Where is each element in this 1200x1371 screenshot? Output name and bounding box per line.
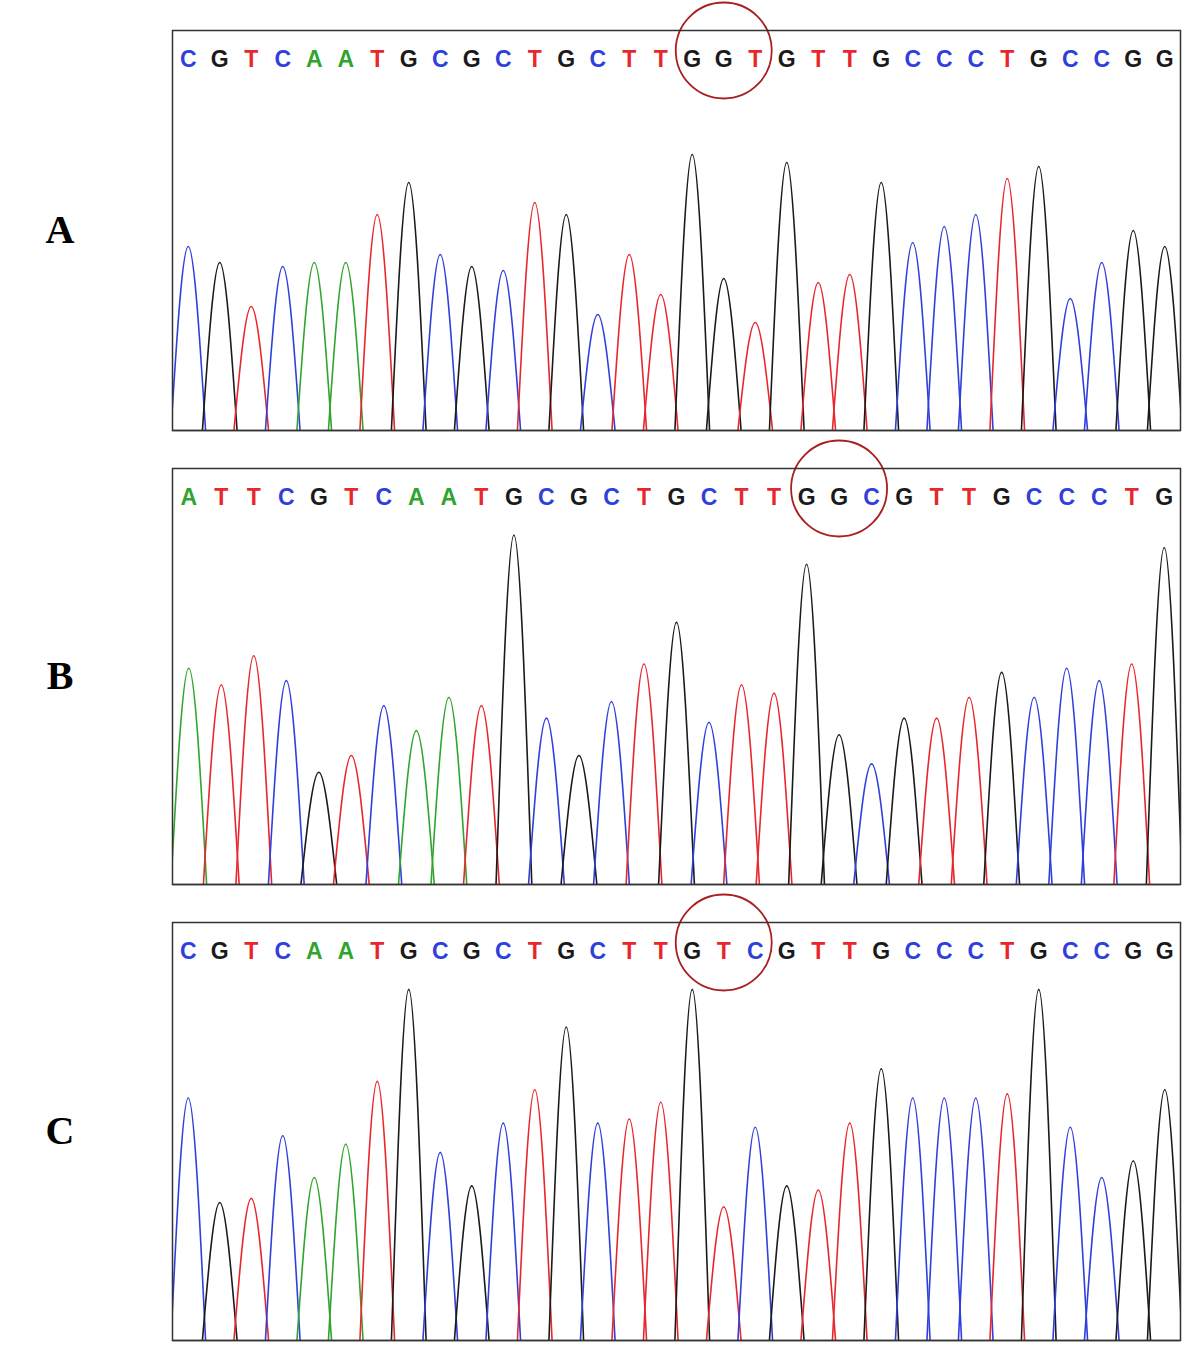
svg-text:C: C [495,938,512,964]
svg-text:T: T [654,938,668,964]
svg-text:C: C [432,938,449,964]
svg-text:T: T [767,484,781,510]
svg-text:G: G [1155,484,1173,510]
svg-text:C: C [376,484,393,510]
svg-text:T: T [930,484,944,510]
svg-text:G: G [1030,46,1048,72]
svg-text:C: C [538,484,555,510]
svg-text:C: C [1093,938,1110,964]
svg-text:A: A [180,484,197,510]
svg-text:T: T [717,938,731,964]
svg-text:G: G [895,484,913,510]
svg-text:C: C [936,938,953,964]
svg-text:T: T [843,938,857,964]
svg-text:T: T [1000,938,1014,964]
svg-text:A: A [441,484,458,510]
svg-text:G: G [872,46,890,72]
svg-text:T: T [370,938,384,964]
svg-text:T: T [1000,46,1014,72]
svg-text:C: C [904,938,921,964]
svg-text:G: G [1124,938,1142,964]
svg-text:C: C [1062,938,1079,964]
html-text:A: A [45,207,75,252]
svg-text:C: C [432,46,449,72]
svg-text:C: C [967,938,984,964]
html-text:C: C [45,1108,75,1153]
svg-text:C: C [278,484,295,510]
svg-text:C: C [495,46,512,72]
svg-text:C: C [1026,484,1043,510]
svg-text:G: G [1030,938,1048,964]
svg-text:T: T [622,938,636,964]
svg-text:T: T [735,484,749,510]
svg-text:T: T [370,46,384,72]
svg-text:G: G [557,938,575,964]
svg-text:C: C [1058,484,1075,510]
svg-text:G: G [570,484,588,510]
svg-text:G: G [778,46,796,72]
svg-text:C: C [701,484,718,510]
svg-text:G: G [505,484,523,510]
svg-text:T: T [622,46,636,72]
svg-text:G: G [715,46,733,72]
svg-text:G: G [310,484,328,510]
svg-text:A: A [306,46,323,72]
svg-text:C: C [863,484,880,510]
svg-text:C: C [904,46,921,72]
svg-text:G: G [872,938,890,964]
svg-text:T: T [811,938,825,964]
svg-text:C: C [603,484,620,510]
svg-text:C: C [936,46,953,72]
svg-text:G: G [400,46,418,72]
svg-text:T: T [1125,484,1139,510]
svg-text:A: A [337,46,354,72]
svg-text:G: G [211,938,229,964]
svg-text:C: C [274,938,291,964]
svg-text:G: G [668,484,686,510]
svg-text:T: T [474,484,488,510]
svg-text:T: T [962,484,976,510]
svg-text:T: T [637,484,651,510]
svg-text:C: C [180,46,197,72]
svg-text:G: G [1156,46,1174,72]
svg-text:G: G [1124,46,1142,72]
svg-text:T: T [843,46,857,72]
svg-text:G: G [211,46,229,72]
svg-text:T: T [214,484,228,510]
html-text:B: B [46,653,74,698]
svg-text:C: C [747,938,764,964]
svg-text:G: G [1156,938,1174,964]
svg-text:T: T [811,46,825,72]
svg-text:C: C [274,46,291,72]
svg-text:G: G [557,46,575,72]
svg-text:A: A [408,484,425,510]
svg-text:T: T [528,46,542,72]
svg-text:G: G [463,46,481,72]
svg-text:T: T [344,484,358,510]
svg-text:C: C [1062,46,1079,72]
svg-text:C: C [1091,484,1108,510]
svg-text:C: C [180,938,197,964]
svg-text:C: C [589,938,606,964]
svg-text:T: T [528,938,542,964]
svg-text:G: G [463,938,481,964]
svg-text:G: G [798,484,816,510]
svg-text:T: T [748,46,762,72]
svg-text:T: T [247,484,261,510]
svg-text:A: A [306,938,323,964]
svg-text:G: G [993,484,1011,510]
svg-text:G: G [400,938,418,964]
svg-text:A: A [337,938,354,964]
svg-text:C: C [967,46,984,72]
svg-text:C: C [589,46,606,72]
svg-text:G: G [830,484,848,510]
svg-text:G: G [683,46,701,72]
svg-text:G: G [683,938,701,964]
svg-text:G: G [778,938,796,964]
svg-text:T: T [244,46,258,72]
svg-text:T: T [654,46,668,72]
svg-text:T: T [244,938,258,964]
svg-text:C: C [1093,46,1110,72]
